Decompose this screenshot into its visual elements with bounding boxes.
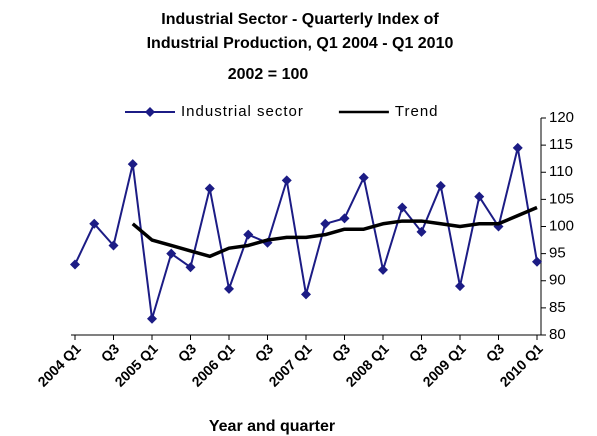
- x-tick-label: Q3: [98, 340, 123, 365]
- x-tick-label: 2007 Q1: [265, 340, 314, 389]
- x-tick-label: Q3: [483, 340, 508, 365]
- point-marker: [204, 183, 215, 194]
- point-marker: [474, 191, 485, 202]
- x-tick-label: 2004 Q1: [34, 340, 83, 389]
- y-tick-label: 80: [549, 326, 566, 343]
- x-tick-label: 2010 Q1: [496, 340, 545, 389]
- point-marker: [320, 218, 331, 229]
- legend-label: Trend: [395, 103, 439, 120]
- point-marker: [70, 259, 80, 270]
- point-marker: [281, 175, 292, 186]
- point-marker: [108, 240, 119, 251]
- y-tick-label: 105: [549, 190, 574, 207]
- point-marker: [339, 213, 350, 224]
- point-marker: [185, 262, 196, 273]
- x-tick-label: Q3: [406, 340, 431, 365]
- point-marker: [435, 180, 446, 191]
- point-marker: [416, 226, 427, 237]
- y-tick-label: 115: [549, 136, 573, 153]
- chart-title-line: Industrial Sector - Quarterly Index of: [161, 11, 439, 28]
- y-tick-label: 85: [549, 299, 566, 316]
- chart-subtitle: 2002 = 100: [228, 66, 309, 83]
- point-marker: [512, 142, 523, 153]
- point-marker: [397, 202, 408, 213]
- point-marker: [358, 172, 369, 183]
- point-marker: [147, 313, 157, 324]
- x-tick-label: Q3: [252, 340, 277, 365]
- x-tick-label: 2009 Q1: [419, 340, 468, 389]
- series-line: [131, 205, 538, 259]
- y-tick-label: 95: [549, 245, 566, 262]
- point-marker: [301, 289, 311, 300]
- y-tick-label: 90: [549, 272, 566, 289]
- y-tick-label: 120: [549, 109, 574, 126]
- y-tick-label: 110: [549, 163, 573, 180]
- x-tick-label: Q3: [329, 340, 354, 365]
- point-marker: [532, 256, 542, 267]
- point-marker: [89, 218, 100, 229]
- point-marker: [166, 248, 177, 259]
- x-tick-label: 2006 Q1: [188, 340, 237, 389]
- point-marker: [378, 264, 388, 275]
- point-marker: [224, 283, 234, 294]
- legend-marker: [145, 107, 155, 117]
- point-marker: [455, 281, 465, 292]
- x-tick-label: 2005 Q1: [111, 340, 160, 389]
- point-marker: [243, 229, 254, 240]
- y-tick-label: 100: [549, 217, 574, 234]
- point-marker: [127, 159, 138, 170]
- legend-label: Industrial sector: [181, 103, 304, 120]
- x-axis-label: Year and quarter: [209, 418, 335, 435]
- x-tick-label: 2008 Q1: [342, 340, 391, 389]
- x-tick-label: Q3: [175, 340, 200, 365]
- chart-title-line: Industrial Production, Q1 2004 - Q1 2010: [147, 35, 454, 52]
